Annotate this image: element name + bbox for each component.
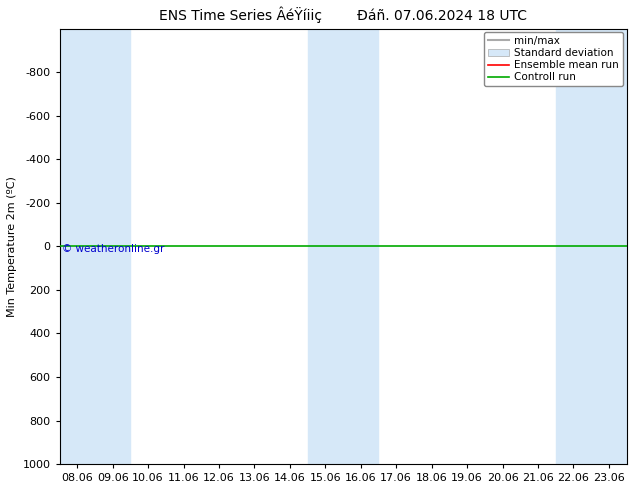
Bar (307, 29, 378, 464)
Text: © weatheronline.gr: © weatheronline.gr (62, 244, 165, 254)
Title: ENS Time Series ÂéŸíiiç        Đáñ. 07.06.2024 18 UTC: ENS Time Series ÂéŸíiiç Đáñ. 07.06.2024 … (159, 7, 527, 24)
Y-axis label: Min Temperature 2m (ºC): Min Temperature 2m (ºC) (7, 176, 17, 317)
Bar (60, 29, 131, 464)
Bar (555, 29, 626, 464)
Legend: min/max, Standard deviation, Ensemble mean run, Controll run: min/max, Standard deviation, Ensemble me… (484, 32, 623, 87)
